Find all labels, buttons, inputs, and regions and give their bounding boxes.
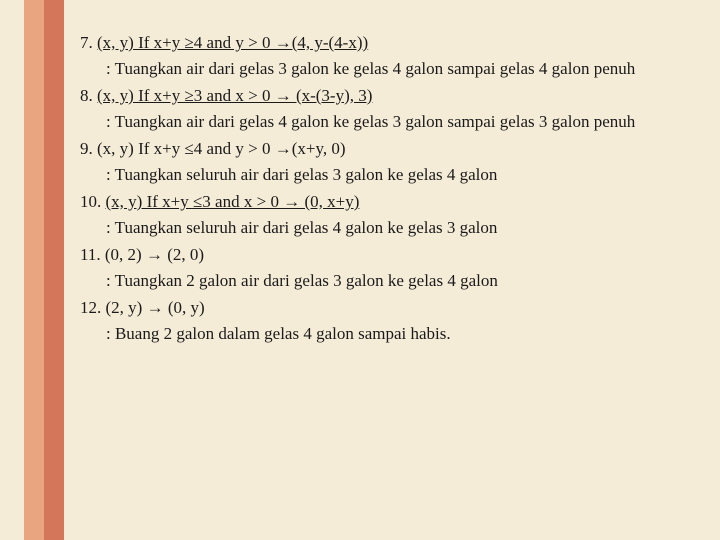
item-description: : Tuangkan seluruh air dari gelas 4 galo… bbox=[80, 215, 690, 241]
item-number: 8. bbox=[80, 86, 93, 105]
content-area: 7. (x, y) If x+y ≥4 and y > 0 →(4, y-(4-… bbox=[80, 30, 690, 348]
list-item: 11. (0, 2) → (2, 0) : Tuangkan 2 galon a… bbox=[80, 242, 690, 293]
item-number: 10. bbox=[80, 192, 101, 211]
item-description: : Tuangkan air dari gelas 4 galon ke gel… bbox=[80, 109, 690, 135]
item-description: : Tuangkan air dari gelas 3 galon ke gel… bbox=[80, 56, 690, 82]
list-item: 12. (2, y) → (0, y) : Buang 2 galon dala… bbox=[80, 295, 690, 346]
list-item: 8. (x, y) If x+y ≥3 and x > 0 → (x-(3-y)… bbox=[80, 83, 690, 134]
item-rule: (x, y) If x+y ≥3 and x > 0 → (x-(3-y), 3… bbox=[97, 86, 372, 105]
item-rule: (0, 2) → (2, 0) bbox=[105, 245, 204, 264]
list-item: 7. (x, y) If x+y ≥4 and y > 0 →(4, y-(4-… bbox=[80, 30, 690, 81]
item-description: : Tuangkan seluruh air dari gelas 3 galo… bbox=[80, 162, 690, 188]
item-number: 12. bbox=[80, 298, 101, 317]
decorative-stripe-light bbox=[24, 0, 44, 540]
slide: 7. (x, y) If x+y ≥4 and y > 0 →(4, y-(4-… bbox=[0, 0, 720, 540]
item-rule: (2, y) → (0, y) bbox=[106, 298, 205, 317]
item-number: 7. bbox=[80, 33, 93, 52]
item-rule: (x, y) If x+y ≤3 and x > 0 → (0, x+y) bbox=[106, 192, 360, 211]
list-item: 9. (x, y) If x+y ≤4 and y > 0 →(x+y, 0) … bbox=[80, 136, 690, 187]
decorative-stripe-dark bbox=[44, 0, 64, 540]
item-number: 11. bbox=[80, 245, 101, 264]
item-number: 9. bbox=[80, 139, 93, 158]
item-rule: (x, y) If x+y ≥4 and y > 0 →(4, y-(4-x)) bbox=[97, 33, 368, 52]
item-description: : Tuangkan 2 galon air dari gelas 3 galo… bbox=[80, 268, 690, 294]
item-description: : Buang 2 galon dalam gelas 4 galon samp… bbox=[80, 321, 690, 347]
list-item: 10. (x, y) If x+y ≤3 and x > 0 → (0, x+y… bbox=[80, 189, 690, 240]
item-rule: (x, y) If x+y ≤4 and y > 0 →(x+y, 0) bbox=[97, 139, 346, 158]
